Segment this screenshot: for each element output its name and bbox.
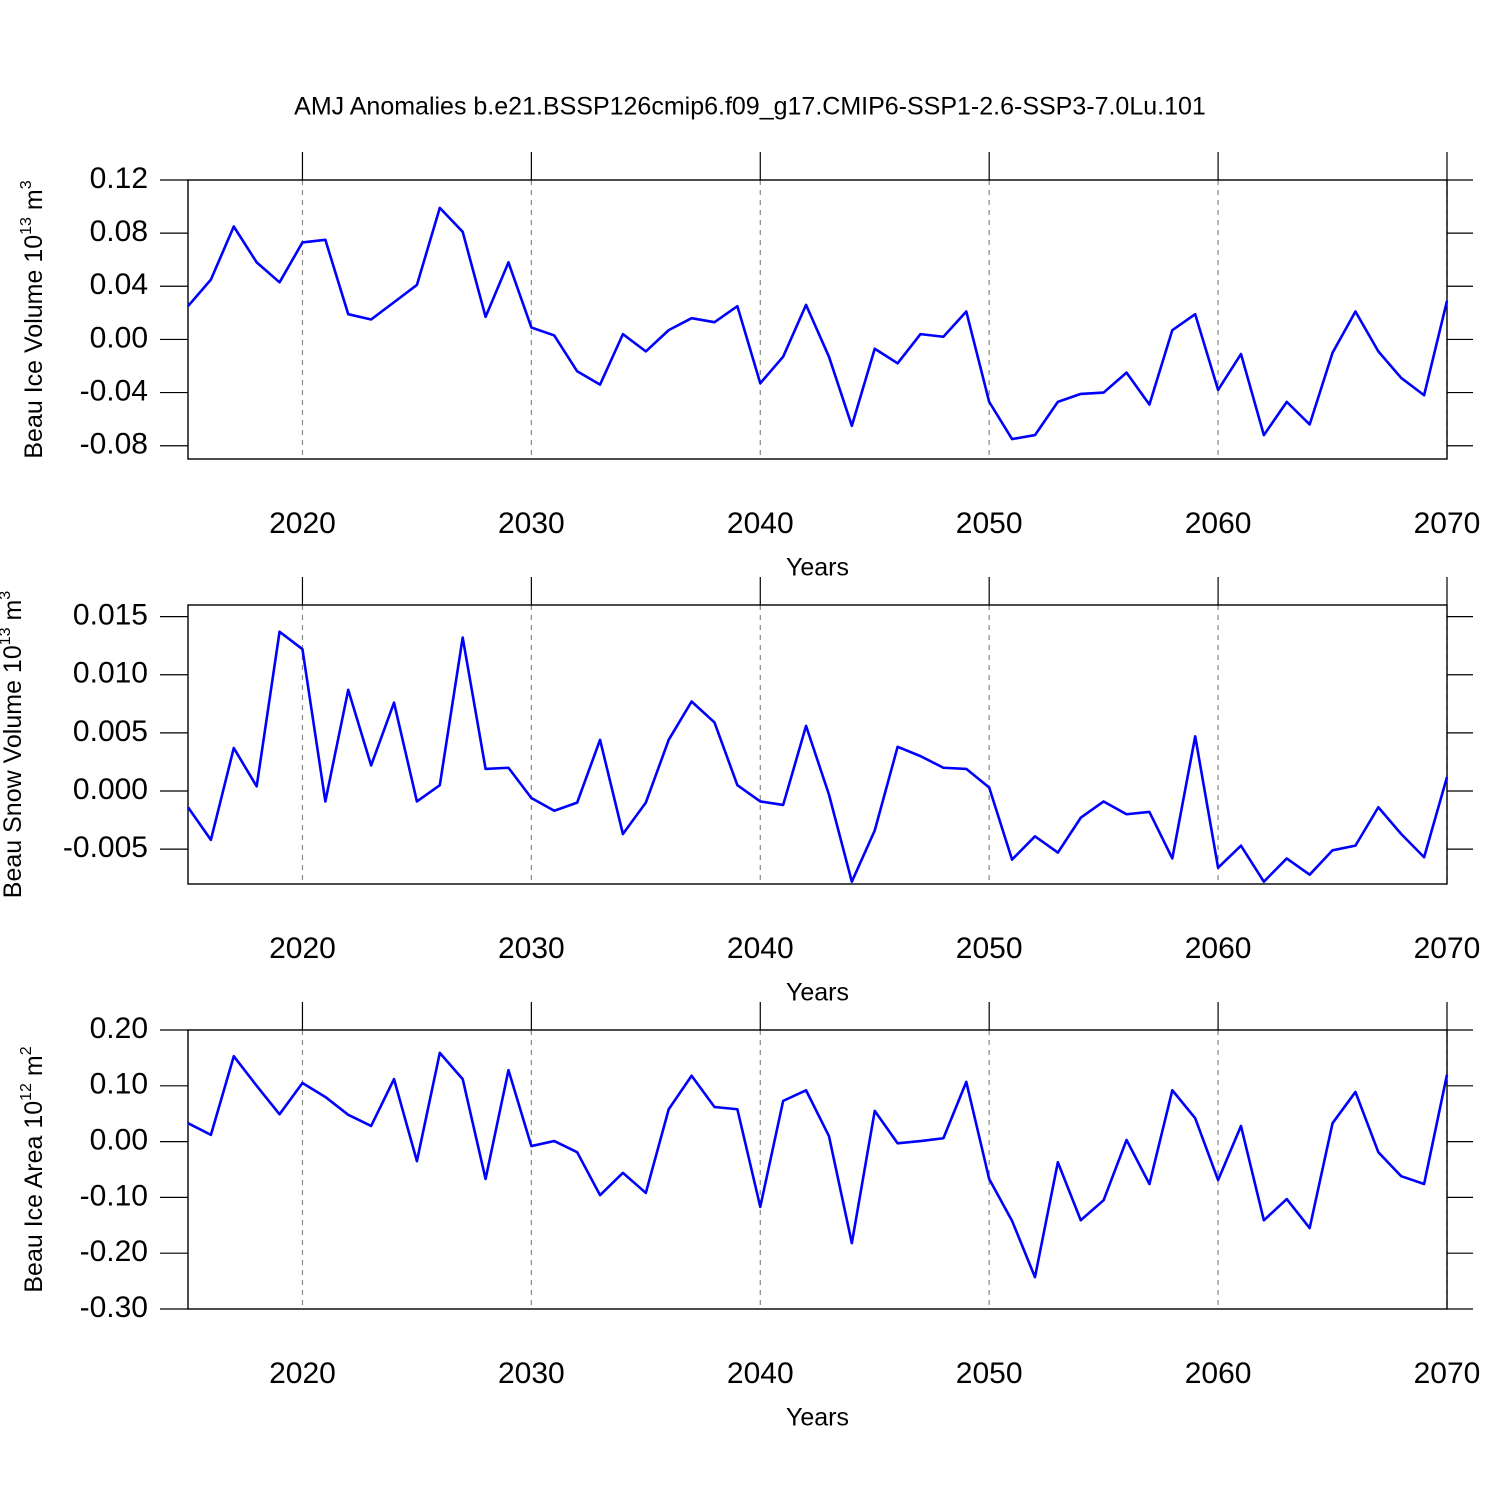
y-tick-label: 0.00: [90, 1124, 148, 1157]
y-axis-title-part: 12: [18, 1083, 35, 1101]
y-tick-label: 0.08: [90, 215, 148, 248]
x-tick-label: 2020: [269, 1357, 336, 1390]
x-tick-label: 2020: [269, 932, 336, 965]
y-tick-label: 0.04: [90, 268, 148, 301]
x-tick-label: 2040: [727, 1357, 794, 1390]
x-tick-label: 2040: [727, 507, 794, 540]
x-tick-label: 2070: [1414, 932, 1481, 965]
chart-title: AMJ Anomalies b.e21.BSSP126cmip6.f09_g17…: [294, 93, 1206, 121]
x-tick-label: 2030: [498, 1357, 565, 1390]
y-tick-label: -0.20: [80, 1235, 148, 1268]
data-line: [187, 1051, 1449, 1279]
y-axis-title-part: Beau Snow Volume 10: [0, 645, 27, 898]
y-axis-title-part: 3: [0, 591, 14, 600]
y-axis-title-part: 2: [18, 1046, 35, 1055]
y-axis-title-part: Beau Ice Volume 10: [20, 235, 48, 459]
y-axis-title-part: m: [20, 189, 48, 217]
x-tick-label: 2050: [956, 507, 1023, 540]
plot-frame: [187, 604, 1448, 885]
y-axis-title-part: 13: [18, 217, 35, 235]
y-tick-label: 0.10: [90, 1068, 148, 1101]
y-axis-title-part: m: [0, 600, 27, 628]
y-tick-label: 0.12: [90, 162, 148, 195]
y-tick-label: 0.015: [73, 599, 148, 632]
y-axis-title-part: m: [20, 1055, 48, 1083]
y-axis-title: Beau Ice Volume 1013 m3: [18, 180, 48, 458]
y-axis-title-part: 13: [0, 627, 14, 645]
y-tick-label: -0.30: [80, 1291, 148, 1324]
y-axis-title: Beau Snow Volume 1013 m3: [0, 591, 27, 899]
x-axis-title: Years: [786, 554, 849, 582]
y-tick-label: -0.005: [63, 831, 148, 864]
x-tick-label: 2060: [1185, 507, 1252, 540]
y-tick-label: 0.000: [73, 773, 148, 806]
x-tick-label: 2050: [956, 1357, 1023, 1390]
x-tick-label: 2030: [498, 932, 565, 965]
y-axis-title: Beau Ice Area 1012 m2: [18, 1046, 48, 1292]
x-tick-label: 2030: [498, 507, 565, 540]
x-axis-title: Years: [786, 979, 849, 1007]
y-tick-label: 0.005: [73, 715, 148, 748]
y-tick-label: -0.04: [80, 374, 148, 407]
y-tick-label: -0.10: [80, 1179, 148, 1212]
data-line: [187, 206, 1449, 441]
x-tick-label: 2020: [269, 507, 336, 540]
y-tick-label: 0.00: [90, 321, 148, 354]
y-axis-title-part: 3: [18, 180, 35, 189]
x-tick-label: 2060: [1185, 1357, 1252, 1390]
y-axis-title-part: Beau Ice Area 10: [20, 1101, 48, 1293]
x-tick-label: 2040: [727, 932, 794, 965]
x-tick-label: 2070: [1414, 1357, 1481, 1390]
y-tick-label: 0.010: [73, 657, 148, 690]
x-tick-label: 2050: [956, 932, 1023, 965]
data-line: [186, 630, 1449, 883]
plot-frame: [187, 179, 1448, 460]
plot-frame: [187, 1029, 1448, 1310]
y-tick-label: -0.08: [80, 428, 148, 461]
x-tick-label: 2070: [1414, 507, 1481, 540]
y-tick-label: 0.20: [90, 1012, 148, 1045]
x-tick-label: 2060: [1185, 932, 1252, 965]
x-axis-title: Years: [786, 1404, 849, 1432]
